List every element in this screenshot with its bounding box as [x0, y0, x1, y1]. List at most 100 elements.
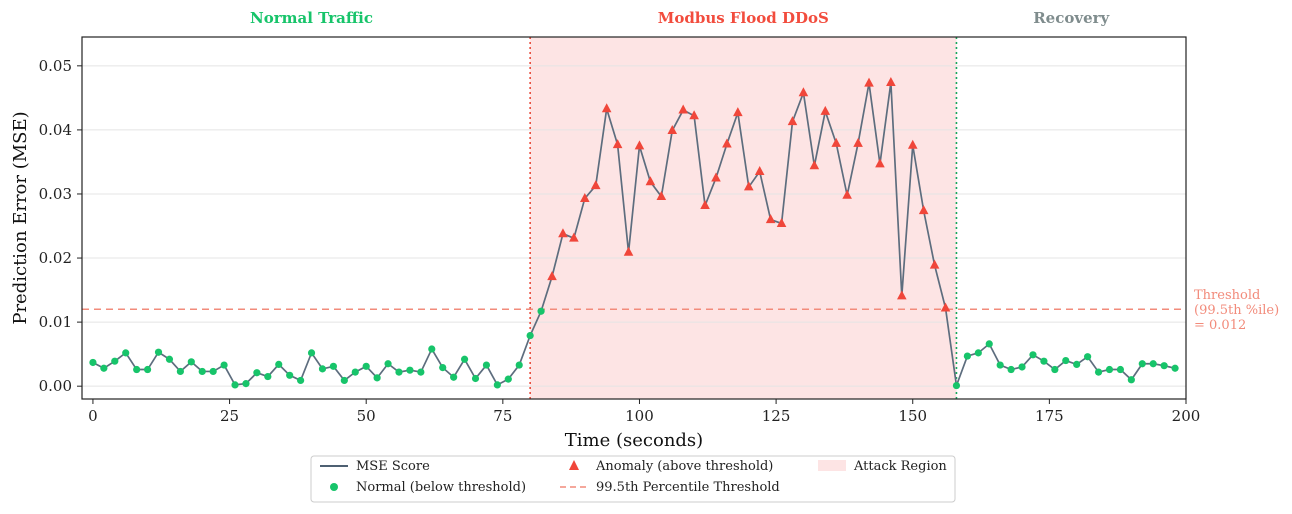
legend-label: 99.5th Percentile Threshold: [596, 480, 780, 495]
anomaly-point: [645, 176, 656, 186]
x-tick-label: 100: [625, 407, 654, 425]
y-tick-label: 0.04: [39, 121, 72, 139]
y-tick-label: 0.00: [39, 377, 72, 395]
normal-point: [242, 380, 250, 388]
normal-point: [111, 357, 119, 365]
normal-point: [1007, 365, 1015, 374]
anomaly-point: [612, 139, 623, 149]
normal-point: [963, 352, 971, 360]
normal-point: [253, 369, 261, 377]
normal-point: [231, 381, 239, 389]
anomaly-point: [558, 228, 568, 238]
anomaly-point: [678, 104, 688, 114]
normal-point: [515, 361, 523, 369]
normal-point: [89, 358, 97, 367]
region-title: Modbus Flood DDoS: [658, 9, 829, 27]
normal-point: [209, 367, 217, 376]
normal-point: [1138, 360, 1146, 368]
legend-label: Attack Region: [853, 459, 947, 474]
normal-point: [537, 307, 545, 315]
normal-point: [143, 365, 152, 374]
normal-point: [1160, 362, 1168, 370]
x-axis-title: Time (seconds): [565, 430, 703, 451]
anomaly-point: [907, 139, 918, 149]
legend-label: MSE Score: [356, 459, 430, 474]
anomaly-point: [864, 77, 874, 87]
normal-point: [340, 376, 348, 385]
normal-point: [1018, 363, 1026, 371]
anomaly-point: [842, 189, 852, 199]
plot-frame: [81, 36, 1187, 400]
normal-point: [133, 365, 141, 374]
anomaly-point: [711, 172, 721, 182]
region-title: Normal Traffic: [250, 9, 373, 27]
normal-point: [1029, 351, 1037, 359]
normal-point: [307, 349, 316, 357]
normal-point: [1094, 368, 1103, 376]
legend-box: [310, 455, 956, 503]
anomaly-point: [547, 271, 557, 281]
anomaly-point: [569, 232, 579, 242]
anomaly-point: [809, 160, 820, 170]
normal-point: [985, 340, 993, 348]
normal-point: [526, 331, 534, 340]
anomaly-point: [580, 192, 590, 202]
x-tick-label: 25: [220, 407, 239, 425]
anomaly-point: [929, 259, 940, 269]
anomaly-point: [754, 166, 765, 176]
normal-point: [1073, 360, 1081, 369]
normal-point: [974, 349, 982, 357]
x-tick-label: 200: [1172, 407, 1201, 425]
normal-point: [1040, 357, 1048, 365]
x-tick-label: 175: [1035, 407, 1064, 425]
anomaly-point: [743, 181, 754, 191]
legend-swatch-circle: [330, 483, 338, 491]
anomaly-point: [897, 290, 907, 300]
normal-point: [351, 368, 359, 376]
anomaly-point: [940, 302, 951, 312]
normal-point: [450, 373, 458, 381]
anomaly-point: [875, 158, 885, 168]
legend-label: Anomaly (above threshold): [595, 459, 773, 474]
normal-point: [1051, 365, 1059, 374]
x-tick-label: 125: [762, 407, 791, 425]
anomaly-point: [623, 246, 634, 256]
normal-point: [275, 360, 283, 369]
anomaly-point: [918, 205, 929, 215]
normal-point: [154, 348, 163, 356]
normal-point: [493, 381, 501, 389]
normal-point: [318, 365, 327, 373]
legend-label: Normal (below threshold): [356, 480, 526, 495]
threshold-label: Threshold: [1194, 288, 1260, 303]
normal-point: [198, 367, 206, 376]
normal-point: [329, 362, 338, 370]
anomaly-point: [787, 116, 798, 126]
normal-point: [373, 374, 381, 382]
normal-point: [471, 374, 480, 383]
y-tick-label: 0.03: [39, 185, 72, 203]
normal-point: [1062, 356, 1070, 365]
normal-point: [996, 361, 1004, 369]
normal-point: [952, 381, 961, 390]
region-title: Recovery: [1033, 9, 1110, 27]
x-tick-label: 50: [357, 407, 376, 425]
normal-point: [1171, 364, 1179, 372]
normal-point: [406, 366, 414, 374]
normal-point: [187, 358, 195, 366]
anomaly-point: [634, 140, 645, 150]
normal-point: [482, 361, 491, 369]
anomaly-point: [700, 200, 710, 210]
normal-point: [264, 372, 272, 381]
normal-point: [417, 368, 425, 376]
legend-swatch-triangle: [569, 460, 579, 470]
normal-point: [504, 375, 512, 383]
normal-point: [395, 368, 403, 376]
normal-point: [362, 362, 370, 370]
anomaly-point: [601, 103, 612, 113]
legend-swatch-patch: [818, 460, 846, 471]
threshold-label: = 0.012: [1194, 318, 1246, 333]
anomaly-point: [733, 107, 743, 117]
normal-point: [1127, 376, 1135, 384]
